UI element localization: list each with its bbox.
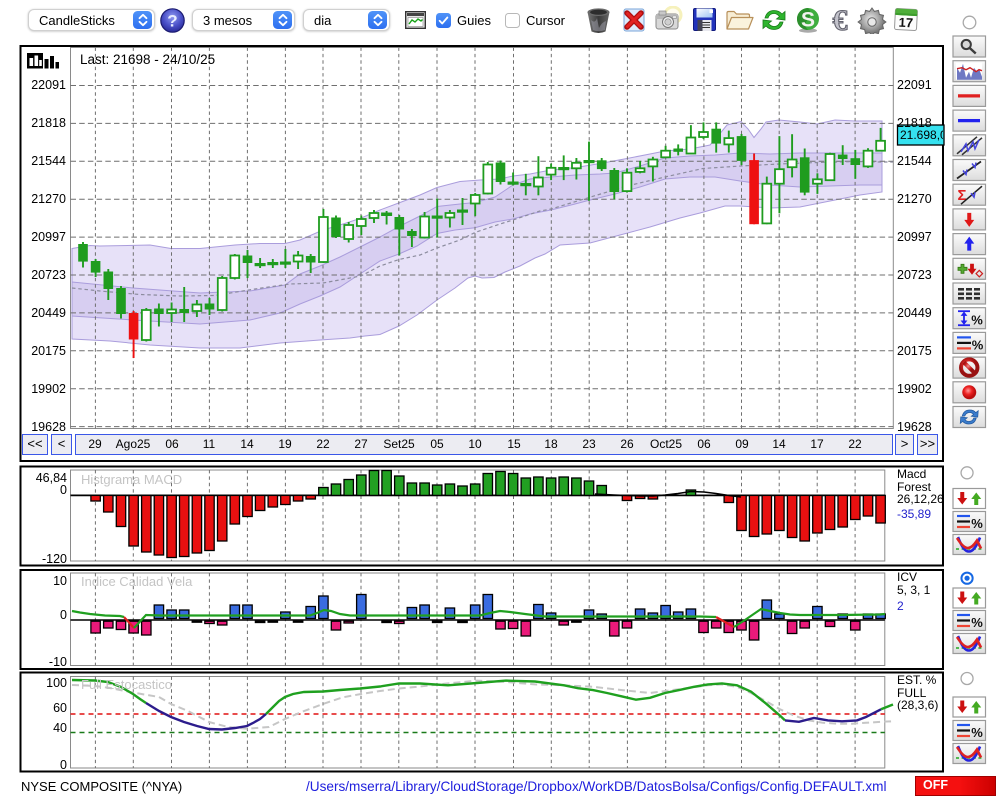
svg-text:?: ? (167, 11, 177, 30)
svg-text:€: € (833, 6, 848, 34)
svg-text:%: % (971, 615, 983, 630)
svg-text:%: % (971, 313, 983, 328)
svg-text:17: 17 (898, 15, 913, 31)
svg-text:Σ: Σ (957, 187, 966, 204)
svg-text:%: % (972, 337, 984, 352)
svg-text:S: S (801, 9, 815, 32)
svg-text:%: % (971, 725, 983, 740)
svg-text:%: % (971, 516, 983, 531)
